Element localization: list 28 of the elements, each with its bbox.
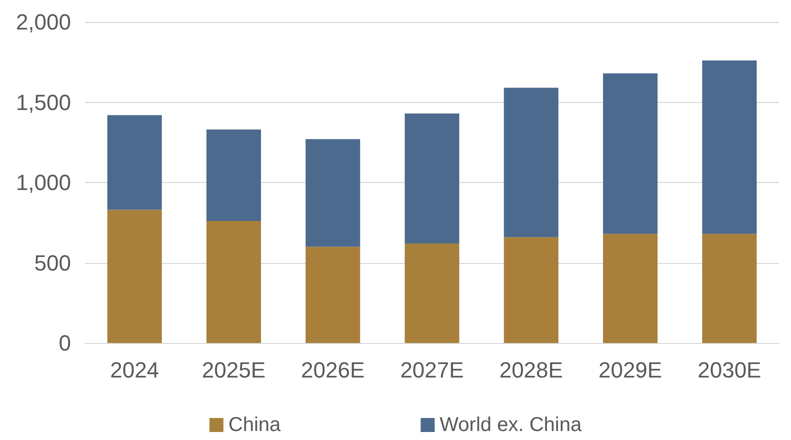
y-tick-label: 2,000 xyxy=(16,10,71,34)
bar xyxy=(603,73,658,234)
bar xyxy=(603,234,658,343)
bar xyxy=(404,113,460,244)
bar xyxy=(107,115,162,210)
bar xyxy=(107,210,162,343)
x-tick-label: 2025E xyxy=(202,358,266,382)
bar xyxy=(206,221,261,343)
y-tick-label: 1,500 xyxy=(16,90,71,115)
x-tick-label: 2027E xyxy=(400,358,464,382)
bar xyxy=(504,237,558,343)
bar xyxy=(702,234,757,343)
bar xyxy=(206,130,261,222)
legend-label: China xyxy=(228,414,282,436)
bar xyxy=(306,139,360,247)
bar xyxy=(404,243,460,343)
y-tick-label: 500 xyxy=(34,250,71,276)
legend-label: World ex. China xyxy=(440,414,582,436)
x-tick-label: 2029E xyxy=(598,358,662,382)
y-tick-label: 1,000 xyxy=(16,170,71,195)
x-tick-label: 2026E xyxy=(301,358,365,382)
y-tick-label: 0 xyxy=(58,330,71,356)
x-tick-label: 2028E xyxy=(499,358,563,382)
bar xyxy=(306,246,360,343)
bar xyxy=(504,88,558,238)
bar xyxy=(702,60,757,234)
x-tick-label: 2024 xyxy=(110,358,160,382)
x-tick-label: 2030E xyxy=(698,358,762,382)
